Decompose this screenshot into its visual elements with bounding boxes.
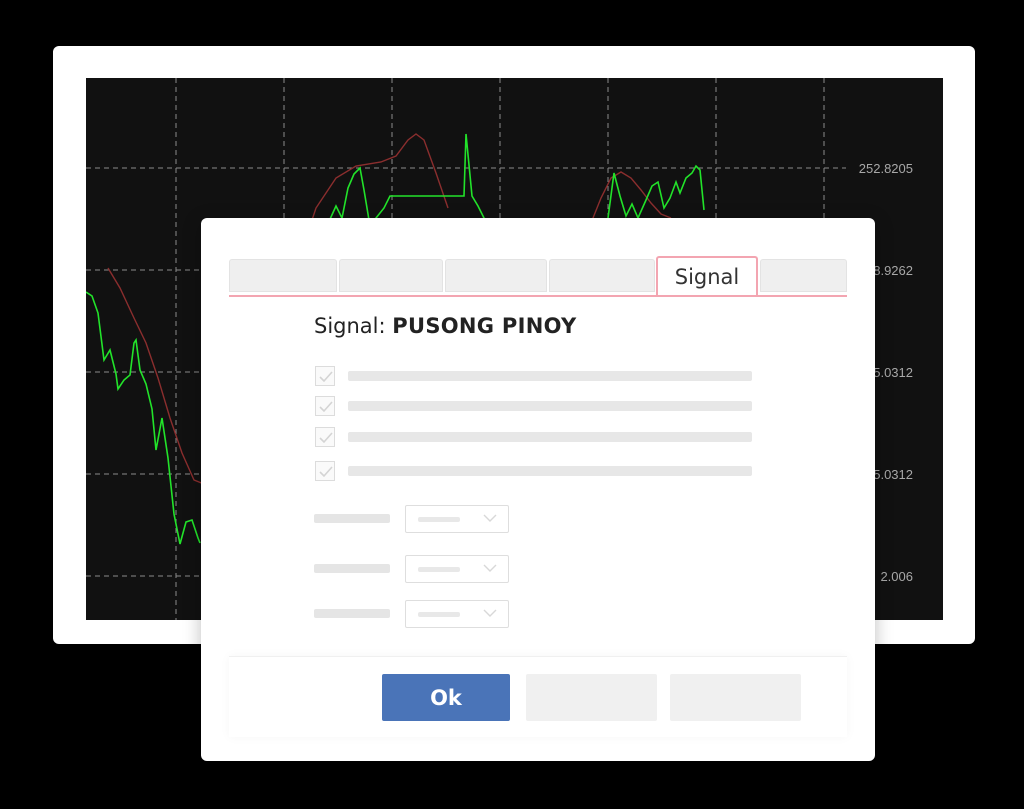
setting-dropdown[interactable]: [405, 505, 509, 533]
signal-dialog: Signal Signal: PUSONG PINOY: [201, 218, 875, 761]
price-axis-label: 2.006: [880, 569, 913, 584]
tab-underline: [229, 295, 847, 297]
dropdown-value-placeholder: [418, 517, 460, 522]
option-row: [315, 461, 755, 483]
ok-button[interactable]: Ok: [382, 674, 510, 721]
price-axis-label: 252.8205: [859, 161, 913, 176]
option-row: [315, 396, 755, 418]
option-label-placeholder: [348, 401, 752, 411]
secondary-button-placeholder[interactable]: [526, 674, 657, 721]
tab-placeholder-4[interactable]: [549, 259, 655, 292]
price-axis-label: 8.9262: [873, 263, 913, 278]
setting-row: [314, 505, 514, 533]
option-label-placeholder: [348, 466, 752, 476]
setting-row: [314, 555, 514, 583]
signal-title-prefix: Signal:: [314, 314, 386, 338]
checkmark-icon: [319, 401, 333, 413]
option-label-placeholder: [348, 432, 752, 442]
checkmark-icon: [319, 466, 333, 478]
chevron-down-icon: [483, 564, 497, 572]
tab-signal[interactable]: Signal: [656, 256, 758, 296]
option-checkbox[interactable]: [315, 396, 335, 416]
tertiary-button-placeholder[interactable]: [670, 674, 801, 721]
price-axis-label: 5.0312: [873, 467, 913, 482]
dropdown-value-placeholder: [418, 612, 460, 617]
option-checkbox[interactable]: [315, 366, 335, 386]
checkmark-icon: [319, 371, 333, 383]
option-label-placeholder: [348, 371, 752, 381]
chevron-down-icon: [483, 514, 497, 522]
option-row: [315, 427, 755, 449]
tab-bar: Signal: [229, 256, 847, 296]
setting-row: [314, 600, 514, 628]
option-checkbox[interactable]: [315, 461, 335, 481]
setting-dropdown[interactable]: [405, 600, 509, 628]
dropdown-value-placeholder: [418, 567, 460, 572]
setting-label-placeholder: [314, 564, 390, 573]
chevron-down-icon: [483, 609, 497, 617]
tab-placeholder-2[interactable]: [339, 259, 443, 292]
signal-title: Signal: PUSONG PINOY: [314, 314, 577, 338]
tab-placeholder-3[interactable]: [445, 259, 547, 292]
setting-label-placeholder: [314, 609, 390, 618]
signal-name: PUSONG PINOY: [392, 314, 577, 338]
option-row: [315, 366, 755, 388]
tab-placeholder-1[interactable]: [229, 259, 337, 292]
price-axis-label: 5.0312: [873, 365, 913, 380]
price-line-right: [607, 164, 705, 220]
setting-label-placeholder: [314, 514, 390, 523]
indicator-line-right: [590, 171, 672, 224]
setting-dropdown[interactable]: [405, 555, 509, 583]
tab-placeholder-5[interactable]: [760, 259, 847, 292]
option-checkbox[interactable]: [315, 427, 335, 447]
price-line: [86, 133, 491, 545]
checkmark-icon: [319, 432, 333, 444]
